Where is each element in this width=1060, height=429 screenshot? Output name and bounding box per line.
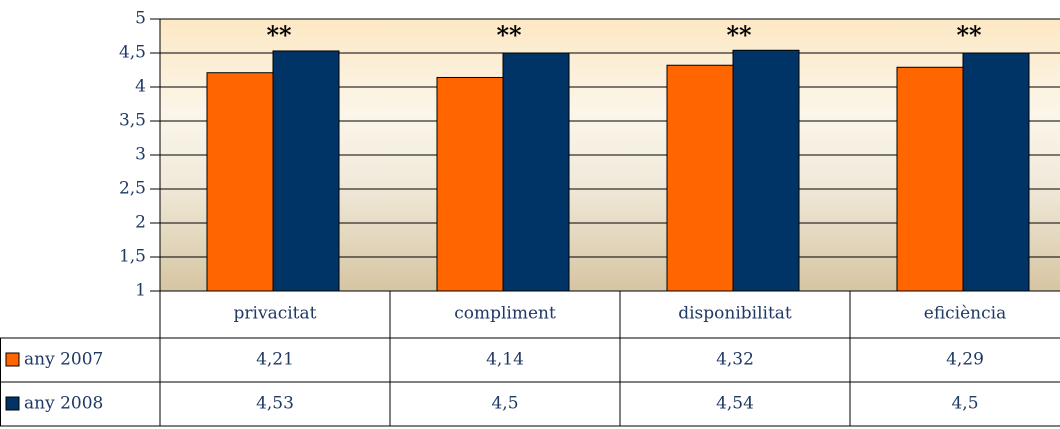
bar [502,52,570,292]
bar [732,49,800,292]
y-tick-label: 4 [135,77,146,97]
category-label: privacitat [234,304,317,324]
bar [666,64,734,292]
table-value: 4,14 [486,350,524,370]
annotation: ** [266,21,292,50]
y-tick-label: 4,5 [119,43,146,63]
table-value: 4,54 [716,394,754,414]
y-tick-label: 3 [135,145,146,165]
y-tick-label: 1,5 [119,247,146,267]
y-tick-label: 2 [135,213,146,233]
table-value: 4,5 [491,394,518,414]
table-value: 4,5 [951,394,978,414]
legend-swatch [5,352,20,367]
legend-label: any 2007 [24,350,103,370]
bar [206,72,274,292]
bar [896,66,964,292]
y-tick-label: 5 [135,9,146,29]
table-value: 4,29 [946,350,984,370]
category-label: compliment [454,304,556,324]
table-value: 4,53 [256,394,294,414]
category-label: disponibilitat [678,304,792,324]
annotation: ** [496,21,522,50]
legend-label: any 2008 [24,394,103,414]
table-value: 4,21 [256,350,294,370]
annotation: ** [726,21,752,50]
y-tick-label: 3,5 [119,111,146,131]
table-value: 4,32 [716,350,754,370]
category-label: eficiència [924,304,1006,324]
legend-swatch [5,396,20,411]
bar [962,52,1030,292]
bars [206,49,1030,292]
bar [436,76,504,292]
y-tick-label: 2,5 [119,179,146,199]
bar [272,50,340,292]
annotation: ** [956,21,982,50]
y-tick-label: 1 [135,281,146,301]
